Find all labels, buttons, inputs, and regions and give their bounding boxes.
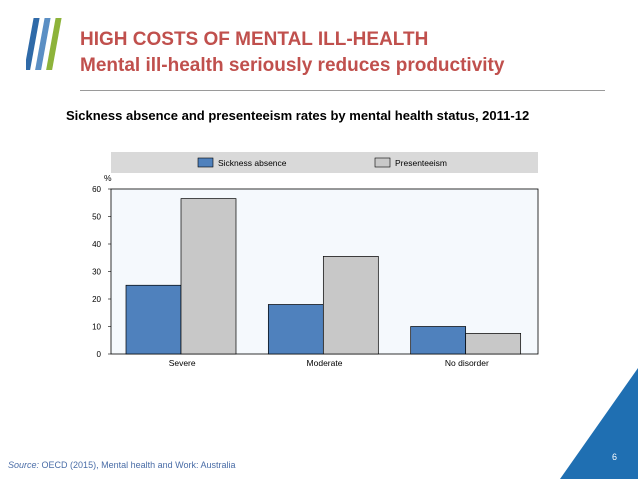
y-axis-label: % <box>104 173 112 183</box>
y-tick-label: 30 <box>92 268 101 277</box>
source-text: OECD (2015), Mental health and Work: Aus… <box>41 460 236 470</box>
oecd-logo-icon <box>26 18 62 70</box>
bar-presenteeism-no-disorder <box>465 333 522 355</box>
y-tick-label: 20 <box>92 295 101 304</box>
bar-presenteeism-moderate <box>322 256 379 355</box>
y-tick-label: 10 <box>92 323 101 332</box>
x-tick-label: Severe <box>169 358 196 368</box>
bar-sickness-absence-severe <box>125 284 182 355</box>
legend-swatch-sickness-absence <box>197 157 214 168</box>
bar-sickness-absence-moderate <box>267 304 324 355</box>
legend-label-presenteeism: Presenteeism <box>395 158 447 168</box>
bar-sickness-absence-no-disorder <box>410 326 467 355</box>
page-subtitle: Mental ill-health seriously reduces prod… <box>80 55 505 76</box>
title-divider <box>80 90 605 91</box>
x-tick-label: Moderate <box>307 358 343 368</box>
legend-swatch-presenteeism <box>374 157 391 168</box>
y-tick-label: 60 <box>92 185 101 194</box>
y-tick-label: 50 <box>92 213 101 222</box>
bar-presenteeism-severe <box>180 198 237 355</box>
legend-label-sickness-absence: Sickness absence <box>218 158 287 168</box>
source-note: Source: OECD (2015), Mental health and W… <box>8 460 235 470</box>
chart-title: Sickness absence and presenteeism rates … <box>66 108 530 123</box>
y-tick-label: 40 <box>92 240 101 249</box>
legend-background <box>111 152 538 173</box>
page-number: 6 <box>612 452 618 462</box>
y-tick-label: 0 <box>97 350 102 359</box>
source-label: Source: <box>8 460 40 470</box>
x-tick-label: No disorder <box>445 358 489 368</box>
page-title: HIGH COSTS OF MENTAL ILL-HEALTH <box>80 29 429 50</box>
